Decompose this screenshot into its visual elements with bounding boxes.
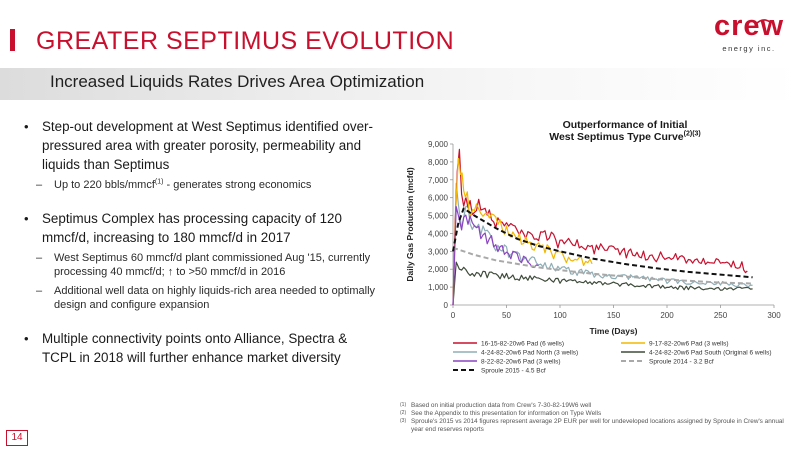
footnote-2: (2) See the Appendix to this presentation… [400, 410, 792, 418]
chart-title: Outperformance of Initial West Septimus … [510, 119, 740, 143]
x-tick-label: 50 [502, 311, 511, 320]
x-tick-label: 300 [767, 311, 781, 320]
footnote-1: (1) Based on initial production data from… [400, 402, 792, 410]
legend-label: Sproule 2014 - 3.2 Bcf [649, 359, 714, 366]
y-tick-label: 0 [444, 301, 449, 310]
x-axis-label: Time (Days) [589, 326, 637, 336]
logo-arc-icon [755, 19, 771, 25]
y-tick-label: 6,000 [428, 194, 449, 203]
legend-label: 9-17-82-20w6 Pad (3 wells) [649, 341, 728, 348]
footnote-ref-1: (1) [154, 178, 164, 186]
x-tick-label: 250 [714, 311, 728, 320]
bullet-processing-capacity: Septimus Complex has processing capacity… [22, 209, 382, 247]
y-axis-label: Daily Gas Production (mcfd) [405, 167, 415, 281]
subbullet-bbls-text: Up to 220 bbls/mmcf [54, 179, 155, 191]
series-line [452, 206, 539, 306]
footnote-text: See the Appendix to this presentation fo… [411, 410, 602, 417]
y-tick-label: 4,000 [428, 229, 449, 238]
subbullet-well-data: Additional well data on highly liquids-r… [22, 284, 382, 313]
legend-label: 4-24-82-20w6 Pad South (Original 6 wells… [649, 350, 771, 357]
bullet-step-out: Step-out development at West Septimus id… [22, 117, 382, 174]
series-line [452, 261, 753, 306]
series-line [452, 148, 748, 306]
title-accent-bar [10, 29, 15, 51]
subbullet-bbls: Up to 220 bbls/mmcf(1) - generates stron… [22, 178, 382, 193]
x-tick-label: 0 [451, 311, 456, 320]
footnote-text: Based on initial production data from Cr… [411, 402, 592, 409]
footnote-3: (3) Sproule's 2015 vs 2014 figures repres… [400, 418, 792, 434]
y-tick-label: 7,000 [428, 176, 449, 185]
y-tick-label: 3,000 [428, 247, 449, 256]
y-tick-label: 9,000 [428, 140, 449, 149]
footnote-mark: (2) [400, 410, 407, 416]
footnote-mark: (1) [400, 402, 407, 408]
bullet-list: Step-out development at West Septimus id… [22, 117, 382, 371]
bullet-connectivity: Multiple connectivity points onto Allian… [22, 329, 382, 367]
y-tick-label: 5,000 [428, 212, 449, 221]
subbullet-bbls-economics: - generates strong economics [163, 179, 312, 191]
slide-title: GREATER SEPTIMUS EVOLUTION [36, 27, 455, 55]
footnotes: (1) Based on initial production data from… [400, 402, 792, 434]
crew-logo: crew energy inc. [712, 10, 786, 54]
logo-wordmark: crew [713, 10, 785, 42]
subtitle-band [0, 68, 800, 100]
chart-title-line1: Outperformance of Initial [562, 119, 688, 131]
x-tick-label: 200 [660, 311, 674, 320]
footnote-mark: (3) [400, 418, 407, 424]
y-tick-label: 2,000 [428, 265, 449, 274]
legend-label: Sproule 2015 - 4.5 Bcf [481, 368, 546, 375]
series-line [452, 182, 753, 306]
legend-label: 16-15-82-20w6 Pad (6 wells) [481, 341, 564, 348]
logo-tagline: energy inc. [722, 44, 776, 53]
legend-label: 8-22-82-20w6 Pad (3 wells) [481, 359, 560, 366]
footnote-text: Sproule's 2015 vs 2014 figures represent… [411, 418, 784, 433]
page-number-box [6, 430, 28, 446]
legend-label: 4-24-82-20w6 Pad North (3 wells) [481, 350, 578, 357]
chart-title-footnote-refs: (2)(3) [683, 130, 701, 138]
subbullet-plant: West Septimus 60 mmcf/d plant commission… [22, 251, 382, 280]
page-number: 14 [11, 432, 23, 443]
y-tick-label: 1,000 [428, 283, 449, 292]
gas-production-chart: 0 1,000 2,000 3,000 4,000 5,000 6,000 7,000 8,00… [405, 140, 781, 375]
series-line [452, 157, 593, 306]
y-tick-label: 8,000 [428, 158, 449, 167]
slide-subtitle: Increased Liquids Rates Drives Area Opti… [50, 72, 425, 91]
chart-title-line2: West Septimus Type Curve [549, 131, 684, 143]
x-tick-label: 150 [607, 311, 621, 320]
x-tick-label: 100 [553, 311, 567, 320]
series-line [452, 207, 753, 279]
